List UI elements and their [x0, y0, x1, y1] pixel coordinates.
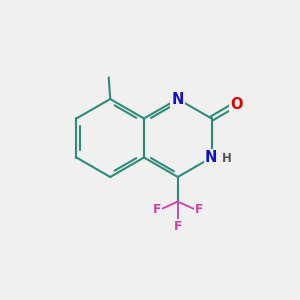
Text: F: F — [173, 220, 182, 233]
Text: F: F — [152, 203, 161, 217]
Text: H: H — [222, 152, 232, 165]
Text: N: N — [205, 150, 217, 165]
Text: O: O — [230, 97, 243, 112]
Text: N: N — [172, 92, 184, 106]
Text: F: F — [194, 203, 203, 217]
